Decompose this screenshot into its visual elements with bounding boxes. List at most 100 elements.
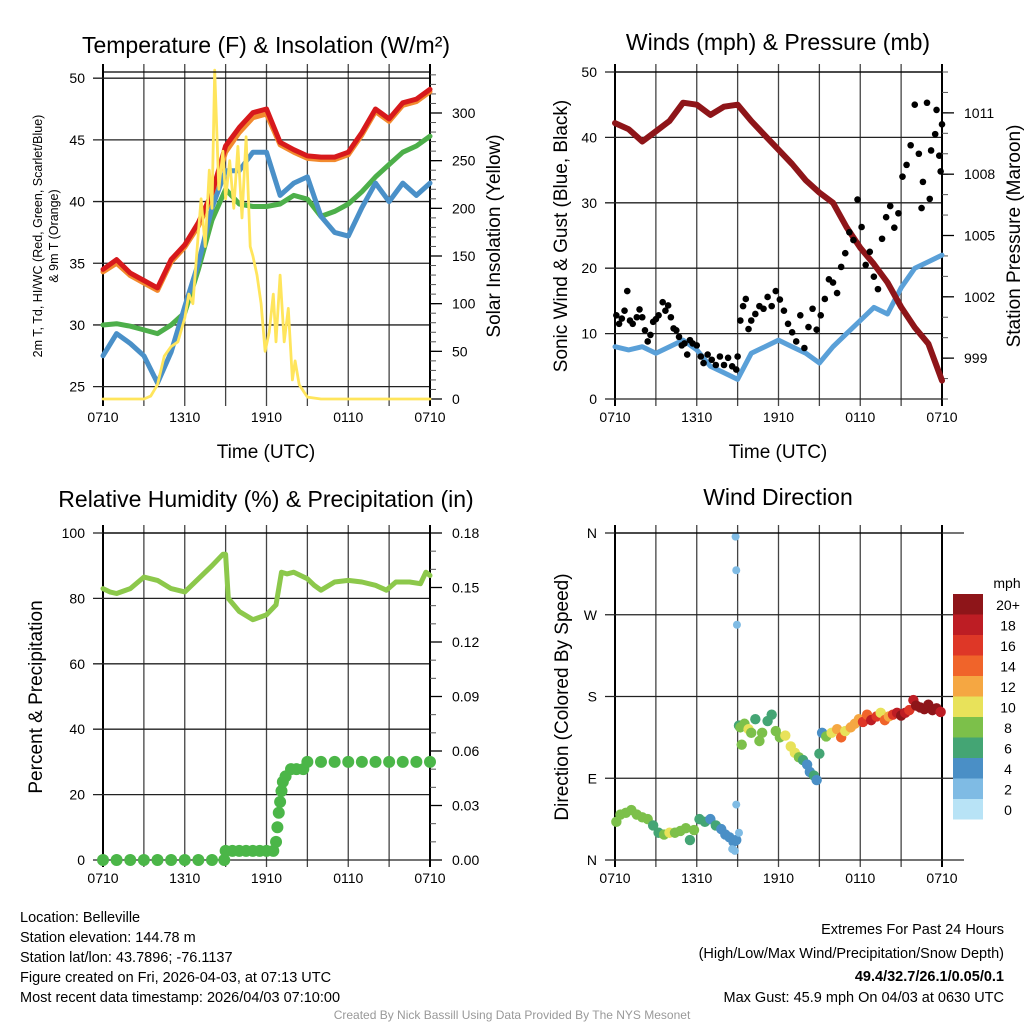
legend-swatch (953, 676, 983, 697)
y-tick-label: 20 (581, 260, 597, 276)
wind-direction-point (732, 620, 741, 629)
gust-point (923, 99, 931, 107)
y-right-tick-label: 0.00 (452, 852, 479, 868)
extremes-values: 49.4/32.7/26.1/0.05/0.1 (855, 969, 1004, 985)
precipitation-point (369, 755, 382, 768)
precipitation-point (192, 854, 205, 866)
y-right-tick-label: 150 (452, 248, 476, 264)
legend-swatch (953, 758, 983, 779)
y-tick-label: 20 (69, 787, 85, 803)
gust-point (739, 302, 747, 310)
y-tick-label: 40 (581, 129, 597, 145)
gust-point (673, 327, 680, 334)
y-tick-label: W (584, 607, 598, 623)
precipitation-point (396, 755, 409, 768)
gust-point (636, 306, 643, 313)
gust-point (797, 311, 804, 319)
wind-direction-point (680, 823, 692, 834)
gust-point (841, 249, 849, 257)
gust-point (926, 195, 934, 203)
wind-direction-point (732, 800, 741, 809)
gust-point (745, 325, 752, 333)
precipitation-point (410, 755, 423, 768)
gust-point (700, 359, 707, 367)
legend-label: 6 (1004, 741, 1012, 757)
rh-chart-title: Relative Humidity (%) & Precipitation (i… (58, 486, 473, 512)
precipitation-point (110, 854, 123, 866)
gust-point (752, 310, 759, 318)
temp-ylabel-right: Solar Insolation (Yellow) (484, 134, 505, 337)
legend-swatch (953, 594, 983, 615)
wind-direction-point (736, 739, 747, 750)
y-tick-label: 80 (69, 590, 85, 606)
temp-xlabel: Time (UTC) (217, 442, 316, 463)
x-tick-label: 1910 (763, 870, 794, 886)
y-right-tick-label: 1005 (964, 228, 995, 244)
y-tick-label: 30 (69, 317, 85, 333)
precipitation-point (342, 755, 355, 768)
gust-point (937, 168, 944, 175)
y-right-tick-label: 1008 (964, 166, 995, 182)
y-right-tick-label: 300 (452, 105, 476, 121)
y-right-tick-label: 0.09 (452, 689, 479, 705)
x-tick-label: 0710 (926, 870, 957, 886)
gust-point (772, 287, 780, 295)
y-right-tick-label: 100 (452, 296, 476, 312)
gust-point (833, 289, 841, 297)
gust-point (854, 196, 861, 203)
wind-direction-point (730, 846, 739, 855)
wind-direction-point (766, 709, 777, 720)
footer-latlon: Station lat/lon: 43.7896; -76.1137 (20, 950, 233, 966)
gust-point (907, 141, 914, 149)
chart-panel-1: 0 10 20 30 40 50 0710 1310 1910 0110 0710 999 1002 10… (581, 64, 995, 425)
wind-direction-point (732, 566, 741, 575)
footer-elevation: Station elevation: 144.78 m (20, 930, 196, 946)
gust-point (768, 302, 775, 310)
wind-direction-point (935, 706, 946, 718)
gust-point (644, 338, 651, 345)
temp-ylabel: 2m T, Td, HI/WC (Red, Green, Scarlet/Blu… (31, 115, 45, 358)
gust-point (801, 344, 808, 352)
direction-chart-title: Wind Direction (703, 484, 853, 510)
gust-point (621, 307, 628, 315)
gust-point (933, 106, 940, 114)
legend-swatch (953, 778, 983, 799)
gust-point (667, 313, 675, 321)
legend-swatch (953, 717, 983, 738)
gust-point (931, 130, 939, 138)
gust-point (866, 248, 874, 256)
gust-point (732, 366, 740, 373)
gust-point (862, 261, 869, 269)
x-tick-label: 1910 (251, 409, 282, 425)
y-tick-label: 40 (69, 721, 85, 737)
gust-point (737, 317, 744, 324)
x-tick-label: 0110 (845, 409, 875, 425)
precipitation-point (218, 854, 231, 866)
gust-point (664, 302, 672, 309)
precipitation-point (124, 854, 137, 866)
x-tick-label: 1310 (169, 409, 200, 425)
gust-point (915, 150, 923, 158)
precipitation-point (165, 854, 178, 866)
gust-point (633, 313, 641, 321)
gust-point (899, 173, 906, 180)
max-gust: Max Gust: 45.9 mph On 04/03 at 0630 UTC (724, 990, 1004, 1006)
y-right-tick-label: 0.12 (452, 634, 479, 650)
y-tick-label: 100 (62, 525, 86, 541)
y-right-tick-label: 50 (452, 343, 468, 359)
gust-point (850, 236, 857, 244)
gust-point (683, 351, 691, 358)
footer-location: Location: Belleville (20, 910, 140, 926)
legend-swatch (953, 737, 983, 758)
y-right-tick-label: 0.15 (452, 580, 479, 596)
x-tick-label: 0110 (845, 870, 875, 886)
y-tick-label: 60 (69, 656, 85, 672)
gust-point (817, 311, 825, 319)
wind-direction-point (647, 820, 659, 831)
gust-point (760, 305, 767, 313)
chart-panel-0: 25 30 35 40 45 50 0710 1310 1910 0110 0710 0 50 100 15… (69, 64, 476, 425)
x-tick-label: 0710 (926, 409, 957, 425)
gust-point (638, 313, 646, 321)
